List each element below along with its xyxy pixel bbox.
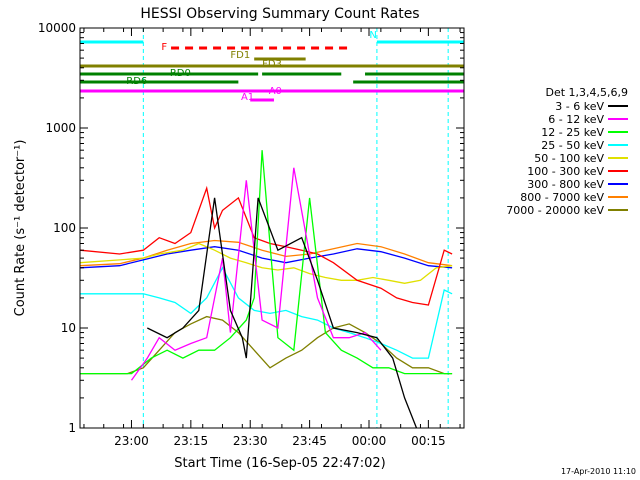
- series-line-0: [147, 197, 418, 429]
- flag-label: RD0: [170, 68, 191, 79]
- footer-date: 17-Apr-2010 11:10: [561, 467, 636, 476]
- legend-entry-label: 800 - 7000 keV: [520, 191, 604, 204]
- x-tick-label: 00:15: [411, 434, 446, 448]
- series-line-7: [79, 239, 453, 267]
- flag-label: F: [161, 42, 167, 53]
- legend-entry-label: 100 - 300 keV: [527, 165, 604, 178]
- series-line-1: [130, 167, 382, 381]
- series-line-8: [80, 315, 453, 375]
- flag-label: A0: [269, 86, 282, 97]
- x-tick-label: 23:45: [292, 434, 327, 448]
- flag-label: FD3: [262, 59, 282, 70]
- legend-entry-label: 7000 - 20000 keV: [506, 204, 604, 217]
- series-line-4: [79, 242, 453, 284]
- series-line-2: [80, 150, 453, 375]
- legend-entry-label: 12 - 25 keV: [541, 126, 604, 139]
- y-tick-label: 1000: [45, 121, 76, 135]
- flag-label: FD1: [230, 50, 250, 61]
- x-tick-label: 23:15: [174, 434, 209, 448]
- y-tick-label: 10000: [38, 21, 76, 35]
- series-line-6: [79, 246, 453, 269]
- legend-entry-label: 6 - 12 keV: [548, 113, 604, 126]
- y-axis-label: Count Rate (s⁻¹ detector⁻¹): [13, 140, 28, 317]
- legend-entry-label: 50 - 100 keV: [534, 152, 604, 165]
- chart-title: HESSI Observing Summary Count Rates: [140, 6, 419, 22]
- legend-entry-label: 300 - 800 keV: [527, 178, 604, 191]
- legend-title: Det 1,3,4,5,6,9: [545, 86, 628, 99]
- legend-entry-label: 3 - 6 keV: [555, 100, 604, 113]
- flag-label: N: [369, 30, 376, 41]
- x-tick-label: 23:00: [114, 434, 149, 448]
- series-line-5: [79, 185, 453, 306]
- y-tick-label: 1: [68, 421, 76, 435]
- y-tick-label: 100: [53, 221, 76, 235]
- legend-entry-label: 25 - 50 keV: [541, 139, 604, 152]
- series-line-3: [80, 266, 453, 359]
- plot-area: [79, 150, 453, 429]
- flag-bars: N F FD1 FD3 RD0 RD6 A0 A1: [80, 28, 464, 428]
- x-tick-label: 23:30: [233, 434, 268, 448]
- x-tick-label: 00:00: [352, 434, 387, 448]
- x-axis-label: Start Time (16-Sep-05 22:47:02): [174, 456, 385, 471]
- flag-label: RD6: [126, 76, 147, 87]
- axes: 1 10 100 1000 10000 23:00 23:15 23:30 23:45 00:00…: [38, 21, 465, 448]
- flag-label: A1: [241, 92, 254, 103]
- y-tick-label: 10: [61, 321, 76, 335]
